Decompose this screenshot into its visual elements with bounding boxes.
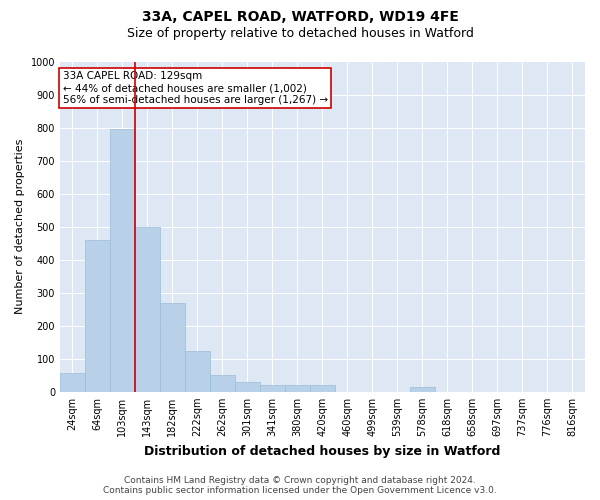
Bar xyxy=(160,302,185,392)
Bar xyxy=(260,385,285,392)
Bar xyxy=(185,350,210,392)
X-axis label: Distribution of detached houses by size in Watford: Distribution of detached houses by size … xyxy=(144,444,500,458)
Text: 33A, CAPEL ROAD, WATFORD, WD19 4FE: 33A, CAPEL ROAD, WATFORD, WD19 4FE xyxy=(142,10,458,24)
Bar xyxy=(110,129,135,392)
Bar xyxy=(85,240,110,392)
Bar xyxy=(410,387,435,392)
Text: 33A CAPEL ROAD: 129sqm
← 44% of detached houses are smaller (1,002)
56% of semi-: 33A CAPEL ROAD: 129sqm ← 44% of detached… xyxy=(62,72,328,104)
Bar xyxy=(60,373,85,392)
Bar xyxy=(285,385,310,392)
Bar xyxy=(135,226,160,392)
Text: Contains HM Land Registry data © Crown copyright and database right 2024.
Contai: Contains HM Land Registry data © Crown c… xyxy=(103,476,497,495)
Y-axis label: Number of detached properties: Number of detached properties xyxy=(15,139,25,314)
Bar xyxy=(235,382,260,392)
Bar xyxy=(310,385,335,392)
Text: Size of property relative to detached houses in Watford: Size of property relative to detached ho… xyxy=(127,28,473,40)
Bar xyxy=(210,376,235,392)
